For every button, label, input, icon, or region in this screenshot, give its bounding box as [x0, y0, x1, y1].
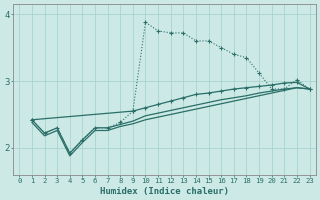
X-axis label: Humidex (Indice chaleur): Humidex (Indice chaleur)	[100, 187, 229, 196]
